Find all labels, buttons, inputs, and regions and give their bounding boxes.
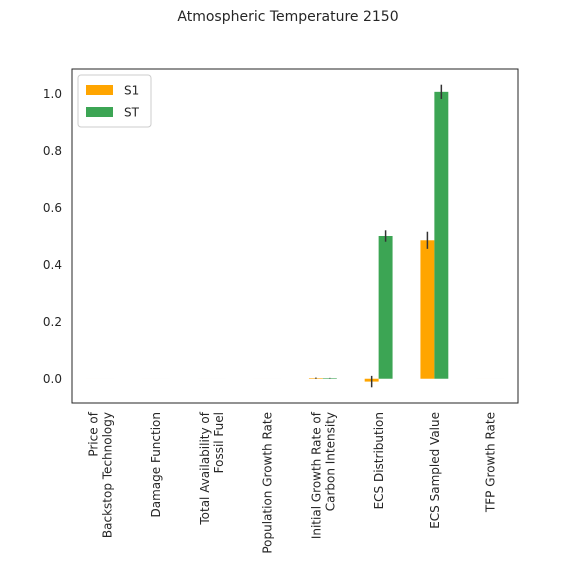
y-tick-label: 0.2 bbox=[43, 315, 62, 329]
bar-s1 bbox=[420, 240, 434, 378]
legend-label-s1: S1 bbox=[124, 84, 139, 98]
y-tick-label: 0.6 bbox=[43, 201, 62, 215]
x-tick-label: Population Growth Rate bbox=[261, 412, 275, 554]
x-tick-label: Total Availability ofFossil Fuel bbox=[198, 411, 226, 525]
y-tick-label: 0.0 bbox=[43, 372, 62, 386]
legend-box bbox=[78, 75, 151, 127]
legend-swatch-st bbox=[86, 107, 113, 117]
y-tick-label: 0.8 bbox=[43, 144, 62, 158]
bar-st bbox=[434, 92, 448, 379]
legend-label-st: ST bbox=[124, 106, 140, 120]
x-tick-label: Damage Function bbox=[149, 412, 163, 518]
y-tick-label: 1.0 bbox=[43, 87, 62, 101]
bar-st bbox=[379, 236, 393, 379]
x-tick-label: Price ofBackstop Technology bbox=[86, 411, 114, 538]
chart-title: Atmospheric Temperature 2150 bbox=[0, 9, 576, 25]
y-tick-label: 0.4 bbox=[43, 258, 62, 272]
x-tick-label: ECS Sampled Value bbox=[428, 412, 442, 529]
x-tick-label: Initial Growth Rate ofCarbon Intensity bbox=[309, 411, 337, 539]
x-tick-label: ECS Distribution bbox=[372, 412, 386, 509]
legend: S1 ST bbox=[78, 75, 151, 127]
legend-swatch-s1 bbox=[86, 85, 113, 95]
x-tick-label: TFP Growth Rate bbox=[484, 412, 498, 513]
